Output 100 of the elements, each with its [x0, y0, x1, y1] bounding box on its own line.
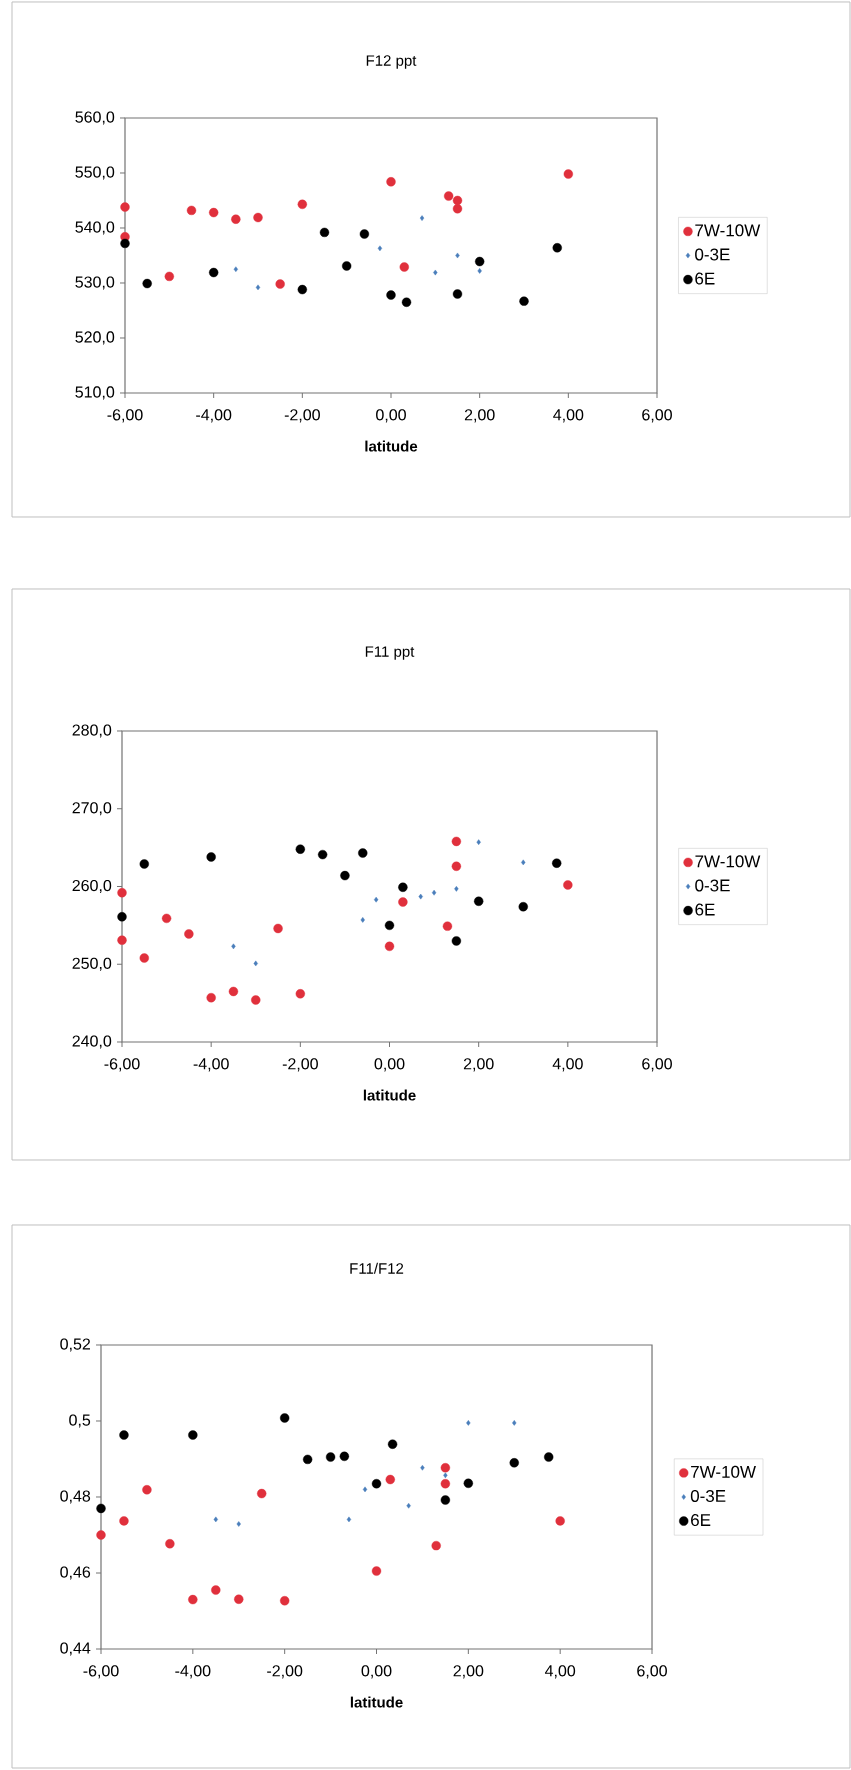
- point: [442, 921, 453, 931]
- x-tick-label: 4,00: [544, 1665, 576, 1679]
- y-tick-label: 0,5: [69, 1414, 91, 1428]
- point: [208, 267, 219, 278]
- point: [544, 1452, 554, 1462]
- legend-label: 0-3E: [695, 248, 730, 261]
- point: [452, 204, 463, 214]
- point: [228, 986, 239, 997]
- point: [431, 889, 437, 896]
- x-tick-label: 6,00: [642, 1058, 672, 1072]
- point: [387, 1439, 398, 1449]
- x-tick-label: 4,00: [552, 1058, 583, 1072]
- point: [279, 1413, 290, 1423]
- y-tick-label: 270,0: [72, 802, 112, 816]
- y-tick-label: 0,48: [60, 1490, 91, 1504]
- x-tick-label: 2,00: [464, 409, 495, 423]
- point: [371, 1479, 382, 1489]
- legend-label: 6E: [695, 903, 715, 916]
- y-tick-label: 560,0: [75, 111, 115, 125]
- point: [208, 207, 219, 218]
- point: [373, 896, 379, 903]
- point: [211, 1585, 221, 1595]
- x-tick-label: -4,00: [175, 1665, 211, 1679]
- y-tick-label: 530,0: [75, 276, 115, 290]
- point: [161, 913, 172, 924]
- point: [398, 897, 408, 907]
- y-tick-label: 550,0: [75, 166, 115, 180]
- y-tick-label: 520,0: [75, 331, 115, 345]
- point: [119, 1516, 129, 1526]
- point: [384, 941, 395, 952]
- point: [253, 960, 258, 967]
- point: [213, 1516, 218, 1523]
- point: [476, 839, 481, 845]
- point: [452, 195, 463, 206]
- point: [186, 205, 197, 216]
- x-tick-label: 4,00: [553, 409, 584, 423]
- x-tick-label: -4,00: [193, 1058, 229, 1072]
- point: [96, 1530, 106, 1540]
- point: [297, 284, 308, 295]
- point: [555, 1516, 565, 1526]
- point: [386, 177, 396, 187]
- point: [443, 191, 454, 201]
- legend-label: 7W-10W: [695, 855, 761, 868]
- point: [443, 1472, 448, 1479]
- x-axis-title: latitude: [365, 440, 418, 452]
- point: [440, 1479, 451, 1489]
- x-tick-label: -4,00: [196, 409, 232, 423]
- chart-title: F11 ppt: [365, 646, 415, 660]
- point: [142, 1485, 152, 1495]
- point: [117, 935, 127, 945]
- point: [385, 1474, 395, 1485]
- point: [451, 936, 462, 946]
- y-tick-label: 0,46: [60, 1566, 91, 1580]
- point: [231, 943, 236, 950]
- point: [346, 1516, 352, 1523]
- point: [96, 1503, 106, 1514]
- point: [377, 245, 383, 252]
- x-tick-label: 6,00: [642, 409, 672, 423]
- point: [563, 169, 574, 179]
- point: [474, 256, 485, 267]
- y-tick-label: 250,0: [72, 957, 112, 971]
- point: [512, 1420, 517, 1426]
- point: [418, 893, 423, 900]
- x-tick-label: -6,00: [107, 409, 143, 423]
- point: [521, 859, 526, 866]
- x-tick-label: -2,00: [282, 1058, 318, 1072]
- point: [431, 1540, 441, 1551]
- y-tick-label: 0,44: [60, 1642, 91, 1656]
- point: [302, 1454, 313, 1465]
- point: [455, 252, 460, 259]
- point: [233, 266, 238, 273]
- point: [317, 849, 328, 860]
- y-tick-label: 280,0: [72, 724, 112, 738]
- x-tick-label: -6,00: [83, 1665, 119, 1679]
- y-tick-label: 260,0: [72, 879, 112, 894]
- point: [117, 912, 127, 922]
- point: [406, 1502, 411, 1509]
- point: [358, 848, 368, 858]
- point: [139, 859, 149, 869]
- x-tick-label: 0,00: [376, 409, 406, 423]
- point: [319, 227, 330, 238]
- point: [341, 261, 352, 271]
- point: [451, 861, 462, 871]
- point: [120, 238, 130, 249]
- point: [473, 896, 484, 906]
- point: [362, 1486, 368, 1493]
- point: [563, 880, 573, 890]
- point: [371, 1566, 382, 1576]
- point: [257, 1488, 267, 1499]
- point: [552, 243, 562, 253]
- point: [440, 1495, 451, 1505]
- legend-label: 0-3E: [690, 1489, 726, 1502]
- point: [325, 1452, 336, 1462]
- y-tick-label: 240,0: [72, 1035, 112, 1049]
- point: [117, 888, 127, 898]
- legend-label: 6E: [695, 272, 715, 285]
- point: [419, 215, 425, 221]
- point: [440, 1463, 451, 1473]
- x-tick-label: 0,00: [361, 1665, 392, 1679]
- point: [463, 1478, 474, 1488]
